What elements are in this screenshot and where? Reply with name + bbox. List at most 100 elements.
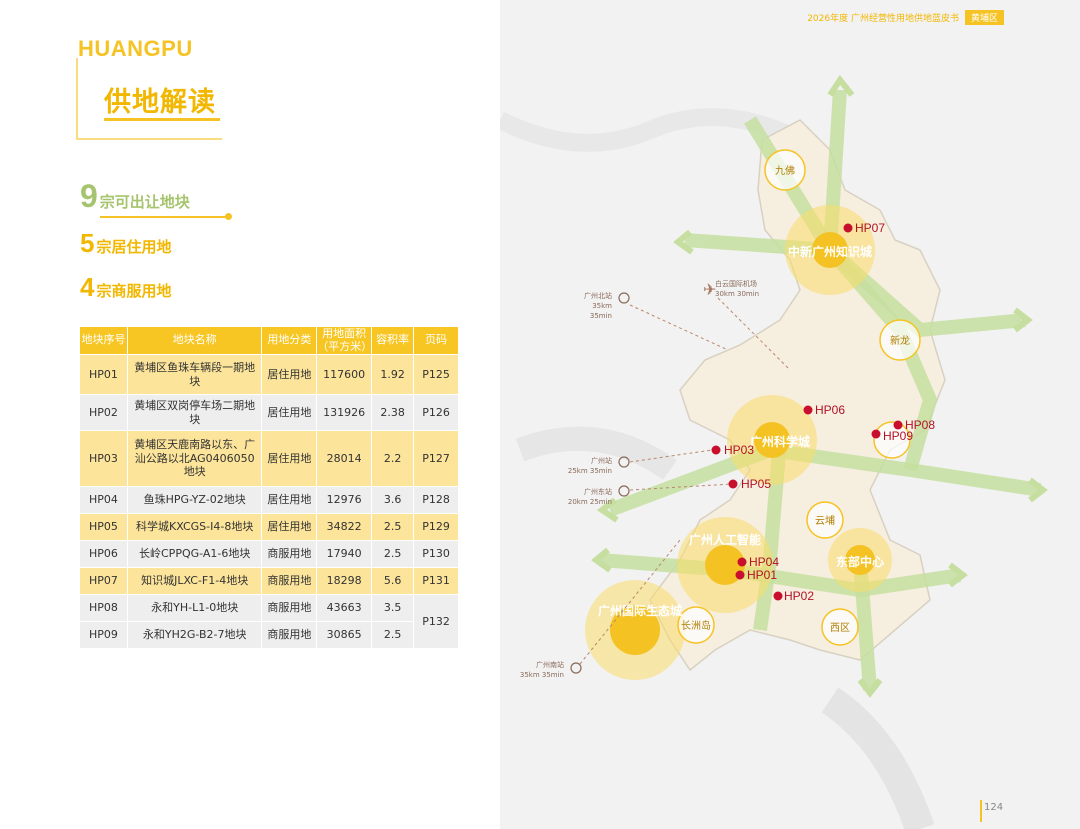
cell-id: HP01 [79,354,128,395]
train-icon-north [618,292,630,304]
label-east-dist: 20km 25min [568,498,612,506]
label-hp09: HP09 [883,429,913,443]
page-number: 124 [984,802,1004,813]
label-yunpu: 云埔 [815,514,835,527]
stat-number: 4 [80,272,95,302]
cell-id: HP03 [79,430,128,487]
label-hp07: HP07 [855,221,885,235]
marker-hp04[interactable] [737,557,747,567]
cell-page: P130 [413,540,459,568]
stat-commercial: 4 宗商服用地 [80,274,171,301]
stat-divider-dot [225,213,232,220]
marker-hp03[interactable] [711,445,721,455]
marker-hp07[interactable] [843,223,853,233]
train-icon-east [618,485,630,497]
airplane-icon: ✈ [703,280,716,299]
line-airport [717,297,791,371]
stat-label: 宗居住用地 [96,238,172,256]
marker-hp01[interactable] [735,570,745,580]
cell-type: 商服用地 [261,621,318,649]
line-east-station [629,483,733,491]
label-gz-station: 广州站 [591,456,612,465]
header-land-type: 用地分类 [261,326,318,355]
cell-type: 商服用地 [261,594,318,622]
label-hp08: HP08 [905,418,935,432]
label-renbin: 广州人工智能 [689,532,761,547]
page-header: 2026年度 广州经营性用地供地蓝皮书 黄埔区 [807,10,1004,25]
cell-name: 鱼珠HPG-YZ-02地块 [126,486,263,514]
cell-far: 3.6 [371,486,415,514]
header-far: 容积率 [371,326,415,355]
stat-number: 5 [80,228,95,258]
label-airport: 白云国际机场 [715,279,757,288]
cell-area: 117600 [316,354,373,395]
table-row: HP07 知识城JLXC-F1-4地块 商服用地 18298 5.6 P131 [79,567,459,595]
label-north-dist2: 35min [590,312,612,320]
cell-id: HP07 [79,567,128,595]
marker-hp08[interactable] [893,420,903,430]
cell-far: 2.2 [371,430,415,487]
label-south-station: 广州南站 [536,660,564,669]
cell-far: 2.5 [371,513,415,541]
halo-kexue-core [754,422,790,458]
label-xiqu: 西区 [830,622,850,634]
label-north-dist1: 35km [592,302,612,310]
label-hp06: HP06 [815,403,845,417]
label-guoji: 广州国际生态城 [598,603,682,618]
cell-page: P126 [413,394,459,431]
subcenter-labels: 九佛 新龙 云埔 长洲岛 西区 [681,164,910,634]
cell-far: 1.92 [371,354,415,395]
label-hp02: HP02 [784,589,814,603]
arrow-west-mid [596,497,619,523]
label-zhongxin: 中新广州知识城 [788,244,872,259]
cell-area: 30865 [316,621,373,649]
right-page: 中新广州知识城 广州科学城 广州人工智能 广州国际生态城 东部中心 九佛 新龙 … [500,0,1080,829]
cell-id: HP08 [79,594,128,622]
label-dongbu: 东部中心 [836,554,884,569]
label-east-station: 广州东站 [584,487,612,496]
marker-hp05[interactable] [728,479,738,489]
header-area: 用地面积（平方米） [316,326,373,355]
arrow-west-upper [673,229,694,255]
stat-label: 宗可出让地块 [99,193,190,211]
cell-area: 131926 [316,394,373,431]
header-plot-id: 地块序号 [79,326,128,355]
table-row: HP06 长岭CPPQG-A1-6地块 商服用地 17940 2.5 P130 [79,540,459,568]
center-labels: 中新广州知识城 广州科学城 广州人工智能 广州国际生态城 东部中心 [598,244,884,618]
line-gz-station [629,449,713,463]
train-icon-south [570,662,582,674]
table-row: HP08 永和YH-L1-0地块 商服用地 43663 3.5 P132 [79,594,459,649]
corridor-arrows [591,74,1048,698]
cell-type: 居住用地 [261,394,318,431]
marker-hp02[interactable] [773,591,783,601]
cell-area: 18298 [316,567,373,595]
cell-name: 黄埔区鱼珠车辆段一期地块 [126,354,263,395]
cell-type: 居住用地 [261,430,318,487]
arrow-east-upper [1013,307,1033,333]
label-jiulong: 九佛 [775,164,795,177]
cell-area: 43663 [316,594,373,622]
table-row: HP03 黄埔区天鹿南路以东、广汕公路以北AG0406050地块 居住用地 28… [79,430,459,487]
cell-far: 5.6 [371,567,415,595]
stat-number: 9 [80,178,98,214]
label-gz-dist: 25km 35min [568,467,612,475]
marker-hp06[interactable] [803,405,813,415]
label-hp04: HP04 [749,555,779,569]
header-plot-name: 地块名称 [126,326,263,355]
corridor-east-upper [684,233,1026,338]
cell-far: 2.5 [371,540,415,568]
cell-name: 黄埔区双岗停车场二期地块 [126,394,263,431]
page-number-line [980,800,982,822]
cell-name: 长岭CPPQG-A1-6地块 [126,540,263,568]
cell-type: 商服用地 [261,540,318,568]
marker-hp09[interactable] [871,429,881,439]
train-icons [570,292,630,674]
page-title: 供地解读 [104,87,216,118]
train-icon-gz [618,456,630,468]
label-hp03: HP03 [724,443,754,457]
label-south-dist: 35km 35min [520,671,564,679]
plot-labels: HP01 HP02 HP03 HP04 HP05 HP06 HP07 HP08 … [724,221,935,603]
cell-page: P129 [413,513,459,541]
arrow-east-mid [1028,477,1048,503]
halo-renbin-core [705,545,745,585]
